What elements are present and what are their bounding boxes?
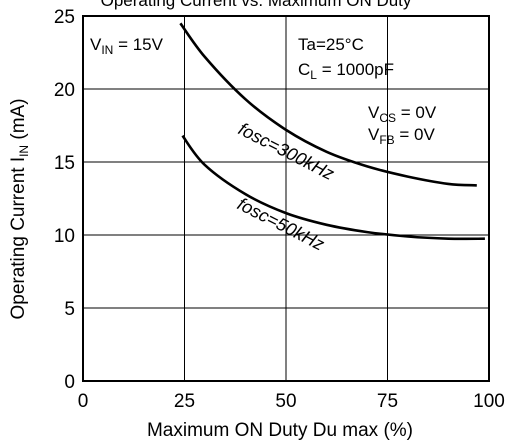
plot-frame	[82, 15, 490, 382]
cl-main: C	[298, 60, 310, 79]
vfb-main: V	[368, 125, 380, 144]
x-tick-label: 0	[78, 391, 89, 412]
cl-rest: = 1000pF	[317, 60, 394, 79]
y-axis-label-unit: (mA)	[8, 98, 29, 144]
chart-title: Operating Current vs. Maximum ON Duty	[101, 0, 412, 10]
series-line-300khz	[179, 22, 477, 187]
vfb-sub: FB	[379, 133, 394, 147]
vcs-rest: = 0V	[396, 103, 437, 122]
vin-annotation: VIN = 15V	[90, 35, 164, 57]
curves	[179, 22, 485, 241]
ta-annotation: Ta=25°C	[298, 35, 364, 54]
y-tick-label: 25	[54, 7, 75, 28]
vfb-rest: = 0V	[395, 125, 436, 144]
y-tick-label: 5	[64, 299, 75, 320]
x-tick-label: 25	[174, 391, 195, 412]
series-line-50khz	[181, 134, 485, 241]
x-tick-label: 50	[275, 391, 296, 412]
series-label-50khz: fosc=50kHz	[234, 194, 327, 255]
vcs-annotation: VCS = 0V	[368, 103, 437, 125]
x-tick-label: 75	[377, 391, 398, 412]
y-tick-label: 0	[64, 372, 75, 393]
x-tick-label: 100	[473, 391, 505, 412]
cl-sub: L	[310, 68, 317, 82]
y-tick-label: 20	[54, 80, 75, 101]
tick-labels: 0 25 50 75 100 0 5 10 15 20 25	[54, 7, 505, 412]
vin-sub: IN	[101, 43, 113, 57]
vin-main: V	[90, 35, 102, 54]
x-axis-label: Maximum ON Duty Du max (%)	[147, 420, 413, 441]
grid	[83, 16, 489, 381]
cl-annotation: CL = 1000pF	[298, 60, 394, 82]
y-axis-label: Operating Current IIN (mA)	[8, 98, 31, 319]
y-tick-label: 10	[54, 226, 75, 247]
y-tick-label: 15	[54, 153, 75, 174]
vin-rest: = 15V	[113, 35, 163, 54]
y-axis-label-main: Operating Current I	[8, 157, 29, 320]
vcs-main: V	[368, 103, 380, 122]
y-axis-label-sub: IN	[17, 145, 31, 157]
vfb-annotation: VFB = 0V	[368, 125, 436, 147]
vcs-sub: CS	[379, 111, 396, 125]
